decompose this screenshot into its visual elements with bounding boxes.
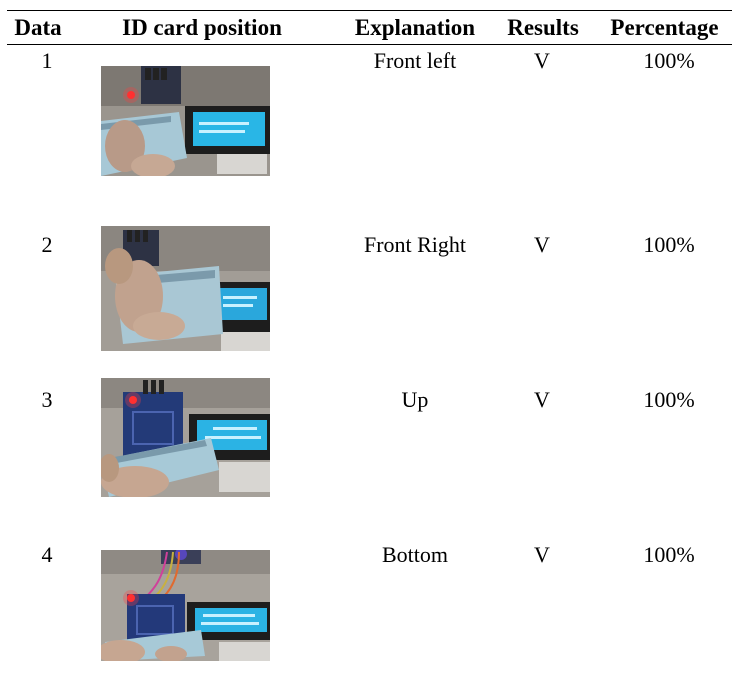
row-3-data: 3 (41, 387, 53, 412)
row-4-results: V (534, 542, 550, 567)
row-3-results: V (534, 387, 550, 412)
row-3-explanation: Up (401, 387, 429, 412)
header-percentage: Percentage (610, 15, 719, 40)
header-id-card-position: ID card position (122, 15, 282, 40)
header-explanation: Explanation (354, 15, 476, 40)
rfid-reader-id-card-up-photo (101, 378, 270, 497)
row-2-percentage: 100% (643, 232, 695, 257)
row-2-data: 2 (41, 232, 53, 257)
row-4-percentage: 100% (643, 542, 695, 567)
header-rule (7, 44, 732, 45)
row-1-data: 1 (41, 48, 53, 73)
row-4-data: 4 (41, 542, 53, 567)
rfid-reader-id-card-bottom-photo (101, 550, 270, 661)
header-results: Results (507, 15, 579, 40)
row-1-results: V (534, 48, 550, 73)
row-1-percentage: 100% (643, 48, 695, 73)
rfid-reader-id-card-front-left-photo (101, 66, 270, 176)
row-2-results: V (534, 232, 550, 257)
header-data: Data (14, 15, 62, 40)
row-2-explanation: Front Right (363, 232, 467, 257)
rfid-reader-id-card-front-right-photo (101, 226, 270, 351)
row-4-explanation: Bottom (381, 542, 448, 567)
row-3-percentage: 100% (643, 387, 695, 412)
table-top-rule (7, 10, 732, 11)
row-1-explanation: Front left (373, 48, 457, 73)
